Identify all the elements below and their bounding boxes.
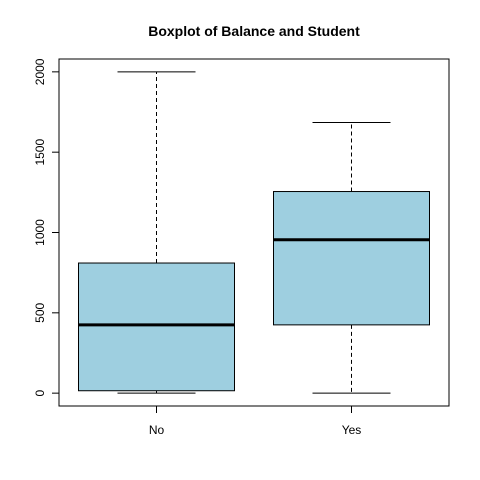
box-group — [78, 71, 430, 394]
box-yes — [273, 121, 430, 394]
box-no — [78, 71, 235, 394]
y-tick-label: 1500 — [33, 139, 47, 166]
y-tick-label: 1000 — [33, 219, 47, 246]
chart-title: Boxplot of Balance and Student — [148, 23, 360, 39]
y-tick-label: 500 — [33, 302, 47, 322]
x-tick-label: Yes — [342, 423, 362, 437]
y-axis: 0 500 1000 1500 2000 — [33, 58, 60, 396]
y-tick-label: 0 — [33, 389, 47, 396]
iqr-box — [78, 262, 235, 392]
x-tick-label: No — [149, 423, 165, 437]
y-tick-label: 2000 — [33, 58, 47, 85]
x-axis: No Yes — [149, 405, 362, 437]
iqr-box — [273, 191, 430, 326]
